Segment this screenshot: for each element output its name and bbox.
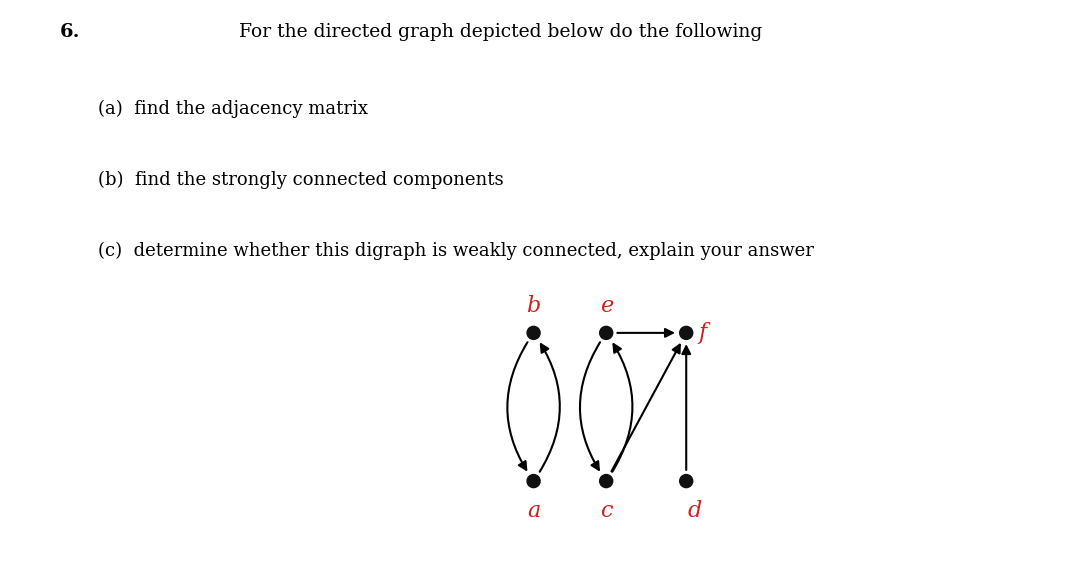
Text: b: b: [527, 295, 541, 317]
Circle shape: [599, 475, 613, 487]
Circle shape: [527, 327, 540, 339]
Circle shape: [680, 475, 693, 487]
Text: a: a: [527, 500, 540, 522]
Text: d: d: [689, 500, 703, 522]
Text: f: f: [698, 322, 707, 344]
Text: 6.: 6.: [60, 23, 80, 41]
Text: (a)  find the adjacency matrix: (a) find the adjacency matrix: [98, 100, 368, 118]
Circle shape: [527, 475, 540, 487]
Text: e: e: [599, 295, 613, 317]
Text: (b)  find the strongly connected components: (b) find the strongly connected componen…: [98, 171, 504, 189]
Text: For the directed graph depicted below do the following: For the directed graph depicted below do…: [239, 23, 762, 41]
Text: (c)  determine whether this digraph is weakly connected, explain your answer: (c) determine whether this digraph is we…: [98, 242, 813, 260]
Text: c: c: [599, 500, 613, 522]
Circle shape: [680, 327, 693, 339]
Circle shape: [599, 327, 613, 339]
